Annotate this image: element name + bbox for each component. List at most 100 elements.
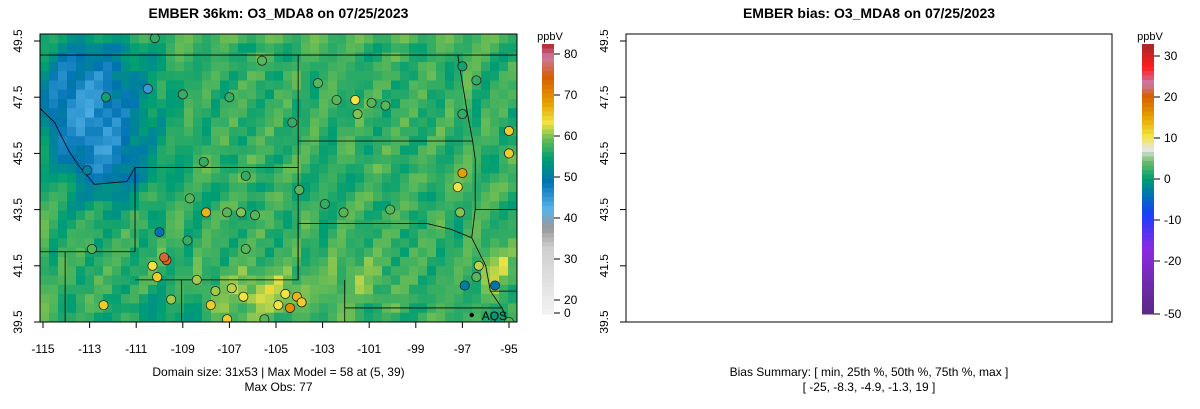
model-grid-cell [400,117,410,128]
model-grid-cell [292,34,302,44]
model-grid-cell [328,210,338,221]
model-grid-cell [220,71,230,82]
model-grid-cell [130,294,140,305]
model-grid-cell [472,34,482,44]
model-grid-cell [49,191,59,202]
model-grid-cell [283,275,293,286]
model-grid-cell [355,154,365,165]
model-grid-cell [364,191,374,202]
model-grid-cell [274,256,284,267]
model-grid-cell [265,284,275,295]
model-grid-cell [355,294,365,305]
model-grid-cell [364,164,374,174]
model-grid-cell [229,294,239,305]
model-grid-cell [229,238,239,249]
station-marker [338,207,349,218]
aqs-label: AQS [482,309,507,323]
station-marker [86,243,97,254]
x-tick-label: -115 [31,342,54,356]
model-grid-cell [463,89,473,100]
model-grid-cell [364,71,374,82]
model-grid-cell [382,80,392,91]
model-grid-cell [247,89,257,100]
model-grid-cell [184,201,194,212]
model-grid-cell [355,61,365,72]
model-grid-cell [175,136,185,147]
model-grid-cell [463,191,473,202]
model-grid-cell [391,52,401,63]
model-grid-cell [319,266,329,277]
legend-color-step [1142,287,1154,292]
y-tick-label: 39.5 [600,310,611,334]
model-grid-cell [274,312,284,322]
model-grid-cell [490,89,500,100]
model-grid-cell [103,284,113,295]
model-grid-cell [139,219,149,230]
model-grid-cell [103,191,113,202]
model-grid-cell [175,247,185,258]
station-marker [240,170,251,181]
model-grid-cell [400,43,410,54]
model-grid-cell [382,210,392,221]
model-grid-cell [373,191,383,202]
model-grid-cell [364,117,374,128]
legend-title: ppbV [1137,31,1163,43]
model-grid-cell [373,145,383,156]
model-grid-cell [301,303,311,314]
model-grid-cell [94,275,104,286]
legend-color-step [542,206,554,211]
model-grid-cell [157,247,167,258]
model-grid-cell [328,238,338,249]
model-grid-cell [67,136,77,147]
model-grid-cell [373,284,383,295]
model-grid-cell [445,256,455,267]
model-grid-cell [40,89,50,100]
model-grid-cell [301,201,311,212]
model-grid-cell [220,284,230,295]
legend-color-step [1142,156,1154,162]
model-grid-cell [409,312,419,322]
model-grid-cell [463,126,473,137]
model-grid-cell [391,210,401,221]
model-grid-cell [256,284,266,295]
model-grid-cell [148,117,158,128]
legend-color-step [1142,237,1154,243]
model-grid-cell [373,80,383,91]
model-grid-cell [94,173,104,184]
model-grid-cell [256,164,266,174]
model-grid-cell [310,34,320,44]
model-grid-cell [508,117,517,128]
model-grid-cell [427,154,437,165]
model-grid-cell [94,294,104,305]
model-grid-cell [85,191,95,202]
model-grid-cell [121,201,131,212]
model-grid-cell [238,238,248,249]
model-grid-cell [463,164,473,174]
model-grid-cell [301,266,311,277]
model-grid-cell [301,191,311,202]
model-grid-cell [202,136,212,147]
station-marker [198,156,209,167]
model-grid-cell [166,219,176,230]
model-grid-cell [310,145,320,156]
model-grid-cell [301,108,311,119]
model-grid-cell [490,71,500,82]
model-grid-cell [193,266,203,277]
model-grid-cell [202,247,212,258]
model-grid-cell [418,154,428,165]
model-grid-cell [166,43,176,54]
plot-frame [625,33,1113,323]
model-grid-cell [301,80,311,91]
model-grid-cell [418,312,428,322]
model-grid-cell [301,34,311,44]
model-grid-cell [346,52,356,63]
model-grid-cell [445,284,455,295]
model-grid-cell [301,126,311,137]
legend-color-step [1142,57,1154,63]
station-marker [457,61,468,72]
model-grid-cell [310,61,320,72]
model-grid-cell [427,284,437,295]
model-grid-cell [301,229,311,239]
model-grid-cell [184,312,194,322]
model-grid-cell [418,238,428,249]
